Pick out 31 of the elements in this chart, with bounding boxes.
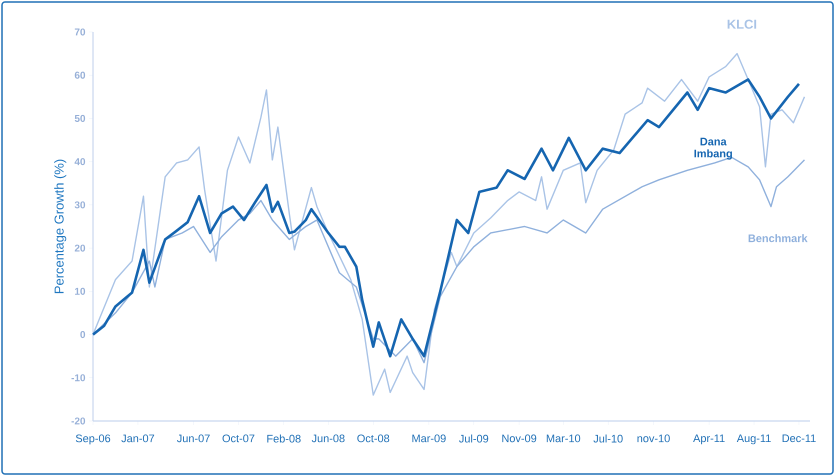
x-tick-label: Jun-08	[312, 434, 345, 442]
line-series	[92, 52, 806, 396]
x-tick-label: Jan-07	[121, 434, 154, 442]
x-tick-label: Nov-09	[502, 434, 536, 442]
x-tick-label: Apr-11	[693, 434, 725, 444]
x-tick-label: Dec-11	[782, 434, 816, 442]
y-tick-label: 10	[75, 288, 86, 295]
y-tick-label: 40	[74, 158, 86, 166]
x-tick-label: Jul-09	[459, 434, 488, 443]
y-axis-title: Percentage Growth (%)	[54, 160, 66, 294]
y-tick-label: 20	[74, 244, 86, 252]
y-tick-label: 70	[74, 28, 86, 36]
y-tick-label: -20	[71, 417, 86, 425]
x-tick-label: Sep-06	[76, 434, 110, 444]
x-tick-label: nov-10	[637, 434, 670, 442]
y-tick-label: -10	[71, 374, 86, 382]
x-tick-label: Oct-07	[222, 434, 254, 442]
y-tick-label: 50	[74, 114, 86, 122]
x-tick-label: Feb-08	[267, 434, 301, 443]
text: Benchmark	[748, 234, 808, 242]
x-tick-label: Mar-09	[412, 434, 446, 442]
x-tick-label: Jun-07	[176, 434, 210, 442]
text: Dana Imbang	[694, 138, 732, 160]
x-tick-label: Mar-10	[546, 434, 580, 442]
y-tick-label: 0	[80, 331, 86, 338]
text: KLCI	[728, 20, 756, 29]
y-tick-label: 60	[74, 72, 86, 79]
x-tick-label: Oct-08	[357, 434, 390, 442]
x-tick-label: Aug-11	[736, 434, 771, 444]
y-tick-label: 30	[74, 201, 86, 208]
x-tick-label: Jul-10	[593, 434, 623, 443]
